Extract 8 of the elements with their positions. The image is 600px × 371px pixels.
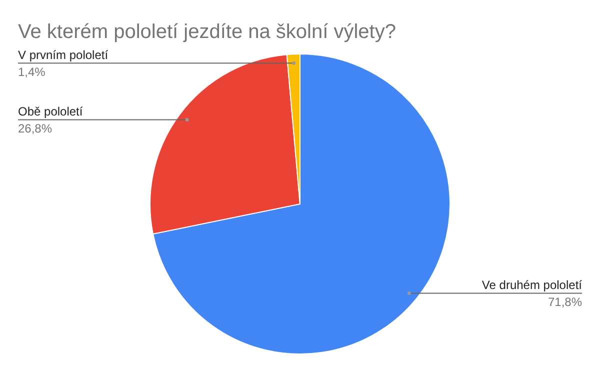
data-label: 1,4% [18,65,46,80]
slice-label: V prvním pololetí [18,48,109,62]
data-label: 26,8% [18,122,52,136]
slice-label: Obě pololetí [18,104,84,119]
chart-title: Ve kterém pololetí jezdíte na školní výlety? [18,21,396,43]
data-label: 71,8% [548,295,582,310]
slice-label: Ve druhém pololetí [482,278,583,292]
pie-slice [152,54,450,354]
